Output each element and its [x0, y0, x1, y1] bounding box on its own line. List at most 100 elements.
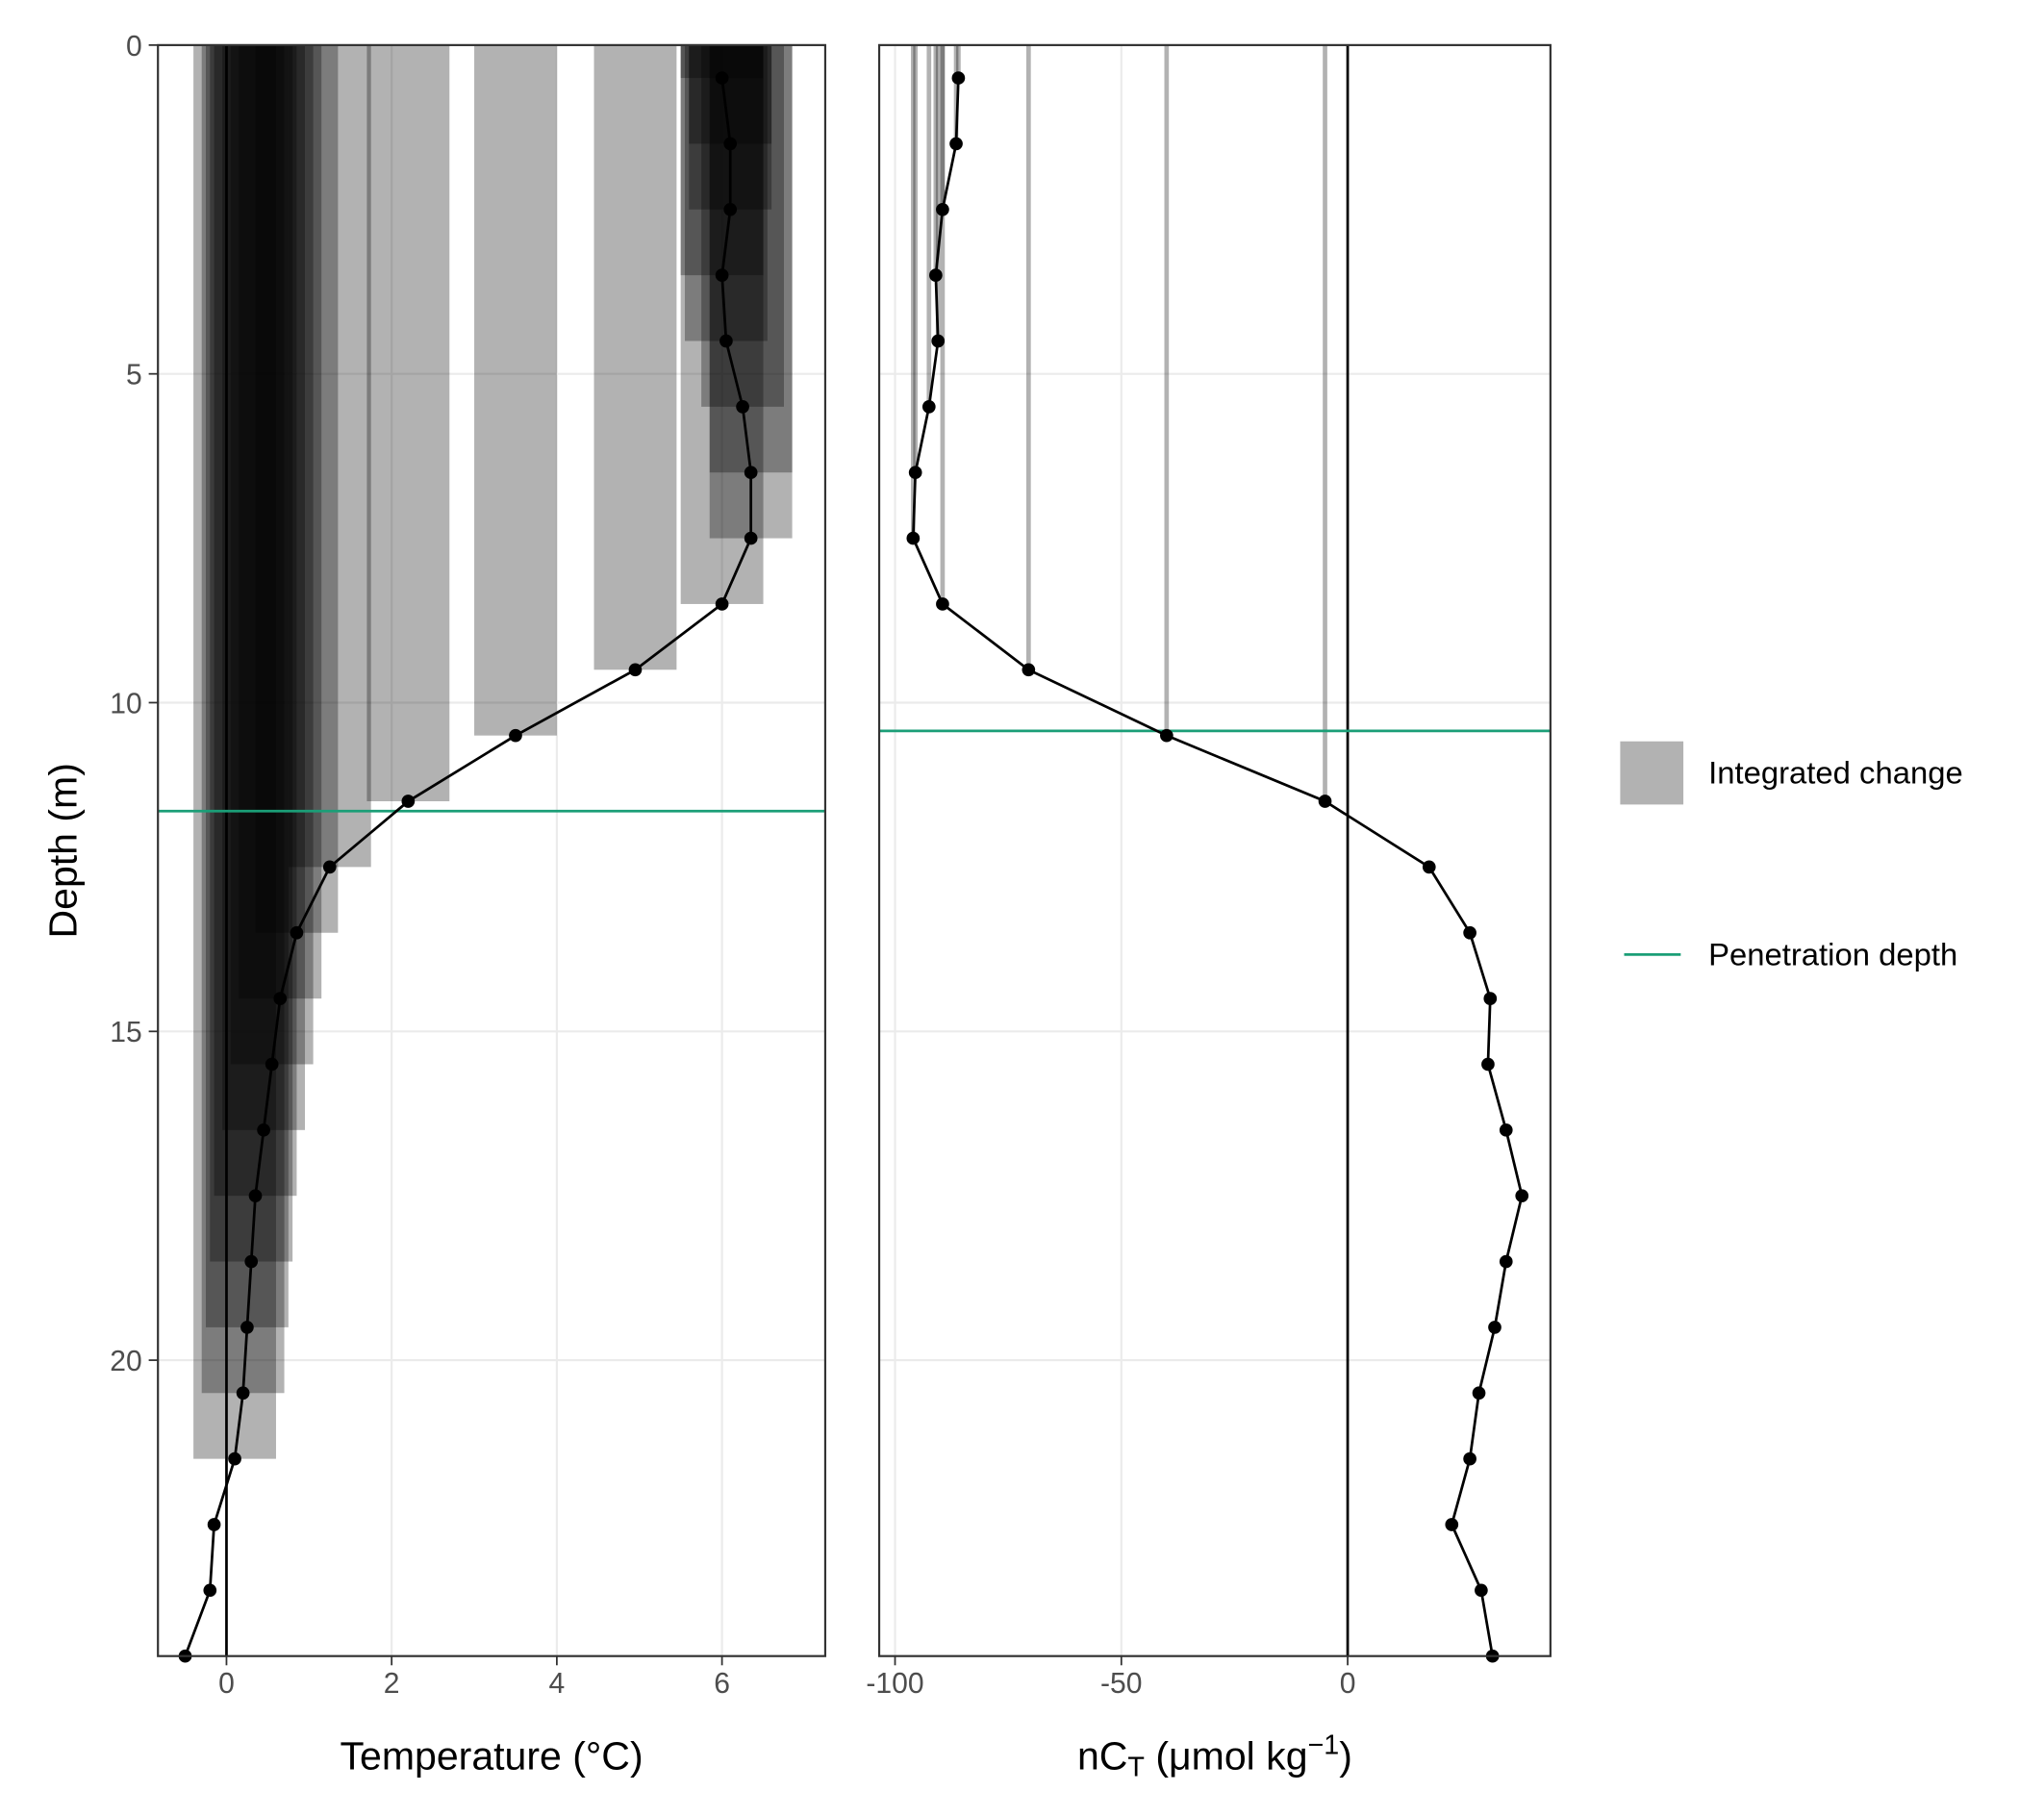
profile-point: [715, 268, 729, 282]
legend: Integrated change Penetration depth: [1620, 741, 1963, 972]
legend-key: [1620, 741, 1684, 805]
integrated-change-bar: [201, 44, 285, 1394]
profile-point: [906, 531, 921, 545]
profile-point: [908, 466, 922, 480]
profile-point: [265, 1057, 279, 1072]
integrated-change-bar: [913, 44, 919, 473]
integrated-change-bar: [1323, 44, 1327, 802]
integrated-change-bar: [288, 44, 371, 868]
integrated-change-bar: [1025, 44, 1031, 670]
x-axis-title-part: ): [1339, 1733, 1352, 1778]
integrated-change-bar: [935, 44, 941, 341]
profile-point: [936, 202, 949, 216]
profile-point: [240, 1321, 254, 1334]
x-tick-label: 2: [384, 1668, 400, 1700]
y-tick-label: 5: [126, 360, 142, 391]
x-axis-title-part: nC: [1077, 1733, 1127, 1778]
x-tick-label: 6: [714, 1668, 730, 1700]
profile-point: [401, 795, 416, 808]
profile-point: [1160, 728, 1173, 743]
plot-background: [158, 44, 825, 1656]
integrated-change-bar: [956, 44, 961, 79]
x-axis-title: Temperature (°C): [341, 1733, 643, 1778]
profile-point: [936, 597, 949, 611]
integrated-change-bar: [953, 44, 959, 144]
x-tick-label: 0: [218, 1668, 235, 1700]
profile-point: [1515, 1189, 1529, 1203]
integrated-change-bar: [701, 44, 785, 407]
profile-point: [921, 400, 936, 414]
x-axis-title: nCT (μmol kg−1): [1077, 1729, 1352, 1782]
integrated-change-bar: [222, 44, 306, 1130]
profile-point: [290, 925, 304, 940]
profile-point: [715, 71, 729, 85]
profile-point: [951, 71, 966, 85]
profile-point: [228, 1451, 241, 1466]
profile-point: [715, 597, 729, 611]
profile-point: [248, 1189, 263, 1203]
profile-point: [257, 1123, 270, 1137]
profile-point: [1499, 1254, 1513, 1269]
profile-point: [744, 531, 758, 545]
profile-point: [236, 1386, 250, 1401]
profile-point: [207, 1518, 221, 1531]
profile-point: [723, 202, 738, 216]
y-tick-label: 0: [126, 31, 142, 63]
profile-point: [1488, 1321, 1501, 1334]
profile-point: [203, 1583, 217, 1598]
profile-point: [1445, 1518, 1459, 1531]
profile-point: [628, 663, 643, 677]
integrated-change-bar: [205, 44, 289, 1327]
integrated-change-bar: [940, 44, 946, 210]
x-axis-title-part: T: [1127, 1753, 1145, 1783]
profile-point: [273, 992, 288, 1005]
profile-point: [949, 137, 963, 151]
profile-point: [1422, 860, 1436, 874]
integrated-change-bar: [940, 44, 946, 604]
profile-point: [931, 334, 946, 348]
profile-point: [1472, 1386, 1486, 1401]
panel-border: [877, 43, 1552, 1657]
profile-point: [1463, 1451, 1476, 1466]
integrated-change-bar: [593, 44, 677, 670]
profile-point: [1318, 795, 1332, 808]
legend-label: Integrated change: [1708, 755, 1963, 791]
profile-point: [322, 860, 337, 874]
profile-point: [1475, 1583, 1488, 1598]
integrated-change-bar: [1164, 44, 1170, 736]
integrated-change-bar: [210, 44, 293, 1262]
integrated-change-bar: [255, 44, 339, 933]
profile-point: [509, 728, 522, 743]
profile-point: [719, 334, 733, 348]
panel-border: [157, 43, 827, 1657]
y-tick-label: 10: [110, 688, 141, 719]
integrated-change-bar: [933, 44, 939, 276]
profile-point: [1022, 663, 1036, 677]
panel: 0 2 4 6 0 5 10 15 20 Temperature (°C) Depth (m): [40, 31, 827, 1778]
integrated-change-bar: [910, 44, 916, 539]
x-tick-label: 4: [549, 1668, 566, 1700]
y-tick-label: 15: [110, 1017, 141, 1048]
profile-point: [929, 268, 943, 282]
y-tick-label: 20: [110, 1346, 141, 1377]
integrated-change-bar: [926, 44, 932, 407]
integrated-change-bar: [366, 44, 450, 802]
profile-point: [244, 1254, 259, 1269]
profile-point: [744, 466, 758, 480]
x-axis-title-part: (μmol kg: [1145, 1733, 1308, 1778]
legend-label: Penetration depth: [1708, 936, 1957, 972]
profile-point: [1463, 925, 1476, 940]
profile-point: [1483, 992, 1498, 1005]
integrated-change-bar: [680, 44, 764, 604]
integrated-change-bar: [684, 44, 768, 341]
profile-point: [1499, 1123, 1513, 1137]
integrated-change-bar: [193, 44, 276, 1459]
x-axis-title-part: −1: [1308, 1729, 1340, 1760]
x-tick-label: -50: [1100, 1668, 1143, 1700]
integrated-change-bar: [689, 44, 772, 144]
y-axis-title: Depth (m): [40, 763, 85, 938]
panel: -100 -50 0 nCT (μmol kg−1): [866, 43, 1552, 1783]
integrated-change-bar: [230, 44, 314, 1065]
